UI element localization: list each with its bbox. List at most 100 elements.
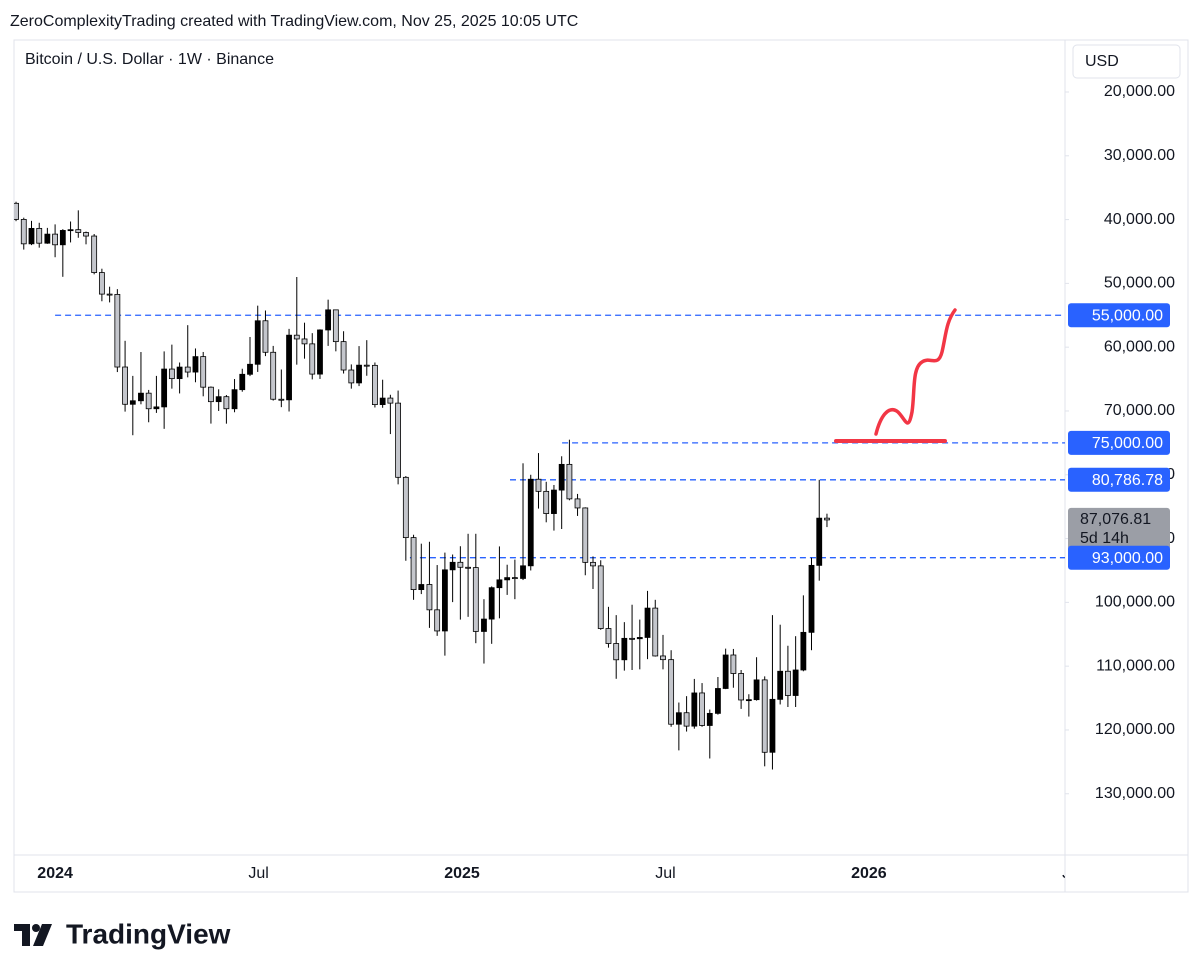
candle-body — [535, 478, 542, 492]
currency[interactable]: USD — [1085, 53, 1119, 70]
candle-body — [340, 341, 347, 371]
candle-body — [472, 567, 479, 632]
candle-body — [551, 489, 557, 514]
candle-body — [605, 628, 612, 644]
candle-body — [582, 507, 589, 563]
candle-body — [138, 392, 144, 402]
candle-body — [434, 609, 441, 632]
candle-body — [363, 364, 370, 367]
candle-body — [270, 351, 277, 400]
candle-body — [753, 679, 760, 701]
candle-body — [14, 202, 19, 220]
candle-body — [636, 637, 643, 640]
level-label: 93,000.00 — [1092, 550, 1163, 567]
candle-body — [457, 561, 464, 568]
candle-body — [372, 364, 378, 405]
candle-body — [777, 670, 784, 700]
x-tick-labels: 2024 Jul 2025 Jul 2026 Jul — [37, 865, 1065, 882]
candle-body — [98, 272, 105, 295]
candle-body — [192, 356, 199, 373]
y-tick-label: 30,000.00 — [1104, 147, 1175, 164]
candle-body — [511, 577, 518, 580]
logo-dot — [32, 924, 40, 932]
candle-body — [722, 654, 729, 689]
candle-body — [590, 561, 596, 567]
header: ZeroComplexityTrading created with Tradi… — [10, 13, 578, 30]
level-label-box — [1068, 545, 1170, 570]
candle-body — [683, 712, 690, 727]
candle-body — [543, 490, 550, 514]
candle-body — [153, 406, 160, 410]
x-tick-label: Jul — [655, 865, 675, 882]
candle-body — [129, 400, 136, 405]
candle-body — [675, 712, 682, 725]
candle-body — [527, 478, 534, 567]
candle-body — [426, 584, 433, 611]
drawn-curve — [874, 308, 957, 436]
candle-body — [44, 233, 51, 244]
candle-body — [621, 637, 628, 661]
candle-body — [168, 368, 175, 380]
candle-body — [496, 579, 503, 589]
candle-body — [286, 334, 292, 401]
candle-body — [387, 397, 394, 404]
candle-body — [441, 569, 448, 632]
candle-body — [465, 566, 471, 569]
candle-body — [59, 230, 66, 246]
candle-body — [481, 618, 487, 632]
level-label: 55,000.00 — [1092, 308, 1163, 325]
candle-body — [325, 309, 332, 331]
y-tick-label: 100,000.00 — [1095, 594, 1175, 611]
candle-body — [730, 654, 737, 674]
candle-body — [83, 232, 89, 237]
candle-body — [558, 463, 565, 491]
y-tick-label: 110,000.00 — [1096, 657, 1175, 674]
candle-body — [738, 673, 745, 701]
candle-body — [769, 698, 776, 753]
candle-body — [231, 389, 238, 410]
candle-body — [761, 679, 768, 753]
candle-body — [800, 631, 807, 671]
candle-body — [629, 637, 635, 640]
candle-body — [278, 398, 285, 401]
candle-body — [668, 659, 675, 725]
candle-body — [488, 587, 495, 620]
candle-body — [223, 396, 230, 410]
axis-labels: 20,000.00 30,000.00 40,000.00 50,000.00 60,0… — [37, 83, 1175, 882]
y-tick-label: 50,000.00 — [1104, 275, 1175, 292]
candle-body — [356, 364, 362, 384]
candle-body — [574, 498, 581, 509]
countdown: 5d 14h — [1080, 530, 1129, 547]
candle-body — [67, 229, 74, 232]
level-label: 80,786.78 — [1092, 472, 1163, 489]
candle-body — [208, 386, 214, 403]
x-tick-label: Jul — [248, 865, 268, 882]
candle-body — [745, 699, 752, 702]
candle-body — [816, 517, 823, 566]
x-tick-label: 2025 — [444, 865, 480, 882]
brand-logo: TradingView — [14, 918, 231, 949]
candle-body — [520, 565, 526, 579]
y-tick-label: 70,000.00 — [1104, 402, 1175, 419]
candle-body — [293, 334, 300, 340]
candle-body — [215, 396, 222, 403]
candle-body — [402, 476, 409, 539]
candle-body — [309, 343, 316, 375]
candle-body — [395, 402, 402, 478]
freehand-drawing — [834, 308, 957, 443]
candle-body — [36, 227, 43, 244]
candle-body — [699, 692, 705, 726]
level-label-box — [1068, 303, 1170, 328]
y-tick-label: 60,000.00 — [1104, 338, 1175, 355]
x-tick-label: 2026 — [851, 865, 887, 882]
last-price-box — [1068, 507, 1170, 550]
last-price-label: 87,076.81 — [1080, 511, 1151, 528]
currency-box[interactable] — [1072, 44, 1181, 79]
candle-body — [28, 227, 35, 245]
candle-body — [691, 692, 698, 727]
candle-body — [348, 369, 355, 384]
candle-body — [52, 233, 58, 246]
candle-body — [161, 368, 168, 408]
candle-body — [410, 537, 417, 591]
